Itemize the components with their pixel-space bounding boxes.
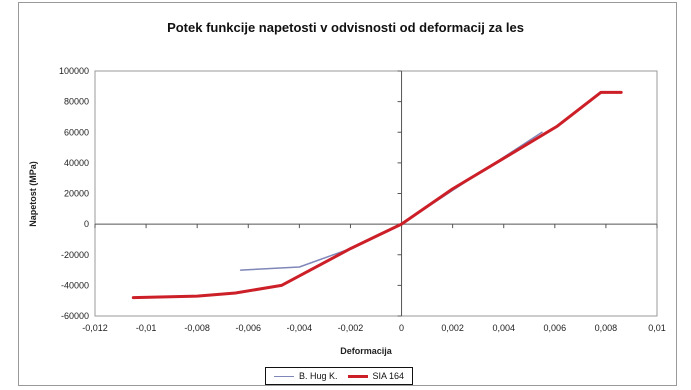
- x-tick-label: -0,004: [287, 323, 313, 333]
- plot-area: [94, 70, 658, 317]
- tick-labels: -0,012 -0,01 -0,008 -0,006 -0,004 -0,002 0 0,00…: [59, 66, 666, 333]
- x-tick-label: 0,004: [492, 323, 515, 333]
- x-tick-label: 0: [399, 323, 404, 333]
- y-tick-label: 20000: [64, 189, 89, 199]
- x-axis-title: Deformacija: [340, 346, 393, 356]
- legend-swatch-series-2: [347, 374, 368, 378]
- y-tick-label: -60000: [61, 311, 89, 321]
- x-tick-label: -0,002: [338, 323, 364, 333]
- y-tick-label: 40000: [64, 158, 89, 168]
- y-tick-label: -40000: [61, 280, 89, 290]
- series-layer: [131, 90, 623, 300]
- y-tick-label: 80000: [64, 97, 89, 107]
- x-tick-label: 0,008: [595, 323, 618, 333]
- y-axis-title: Napetost (MPa): [28, 161, 38, 227]
- y-tick-label: 0: [84, 219, 89, 229]
- x-tick-label: -0,006: [236, 323, 262, 333]
- x-tick-label: 0,002: [441, 323, 464, 333]
- x-tick-label: -0,012: [82, 323, 108, 333]
- legend-label-series-1: B. Hug K.: [299, 371, 338, 381]
- y-tick-label: -20000: [61, 250, 89, 260]
- legend-label-series-2: SIA 164: [372, 371, 405, 381]
- chart-title: Potek funkcije napetosti v odvisnosti od…: [167, 20, 524, 35]
- legend-swatch-series-1: [274, 375, 294, 377]
- y-tick-label: 60000: [64, 127, 89, 137]
- x-tick-label: -0,008: [184, 323, 210, 333]
- legend-item-series-2: SIA 164: [347, 371, 405, 381]
- y-tick-label: 100000: [59, 66, 89, 76]
- x-tick-label: 0,006: [544, 323, 567, 333]
- x-tick-label: -0,01: [136, 323, 157, 333]
- x-tick-label: 0,01: [648, 323, 666, 333]
- legend-item-series-1: B. Hug K.: [274, 371, 338, 381]
- series-line-2: [131, 90, 623, 300]
- legend: B. Hug K. SIA 164: [265, 367, 414, 385]
- axes: [94, 70, 658, 317]
